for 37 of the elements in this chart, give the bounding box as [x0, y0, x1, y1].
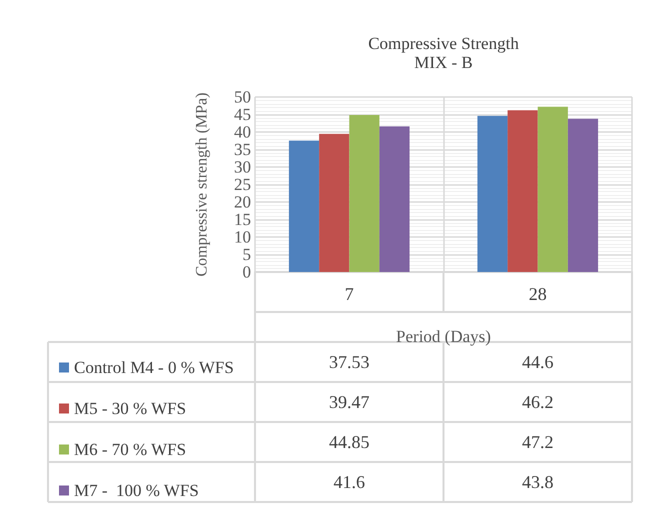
bar — [379, 126, 410, 272]
data-label: 44.85 — [329, 432, 370, 452]
y-tick-label: 20 — [234, 192, 251, 212]
bar — [288, 140, 320, 272]
legend-label: Control M4 - 0 % WFS — [74, 358, 234, 377]
data-label: 39.47 — [329, 392, 370, 412]
x-axis-title: Period (Days) — [396, 327, 491, 346]
bar — [319, 134, 350, 272]
bar — [349, 115, 380, 272]
data-label: 37.53 — [329, 352, 370, 372]
y-tick-label: 25 — [234, 175, 251, 194]
data-label: 47.2 — [522, 432, 554, 452]
y-tick-label: 30 — [234, 158, 251, 176]
legend-label: M6 - 70 % WFS — [74, 440, 186, 459]
y-tick-label: 35 — [234, 140, 251, 159]
y-tick-label: 10 — [234, 228, 251, 246]
y-axis-title: Compressive strength (MPa) — [194, 92, 210, 276]
data-label: 43.8 — [522, 472, 554, 492]
bar — [538, 106, 568, 272]
chart-title: Compressive Strength — [368, 34, 520, 53]
y-tick-label: 50 — [234, 88, 251, 106]
bar — [568, 118, 598, 272]
x-tick-label: 28 — [528, 284, 547, 304]
bar — [508, 110, 538, 272]
y-tick-label: 40 — [234, 122, 251, 142]
data-label: 41.6 — [334, 472, 365, 492]
y-tick-label: 5 — [242, 245, 251, 264]
y-tick-label: 0 — [242, 262, 251, 282]
bar — [477, 116, 508, 272]
legend-label: M5 - 30 % WFS — [74, 399, 186, 418]
y-tick-label: 15 — [234, 210, 251, 229]
chart-subtitle: MIX - B — [414, 53, 473, 72]
data-label: 46.2 — [522, 392, 554, 412]
data-label: 44.6 — [522, 352, 554, 372]
legend-label: M7 - 100 % WFS — [74, 481, 199, 500]
x-tick-label: 7 — [344, 284, 354, 304]
y-tick-label: 45 — [234, 105, 251, 124]
